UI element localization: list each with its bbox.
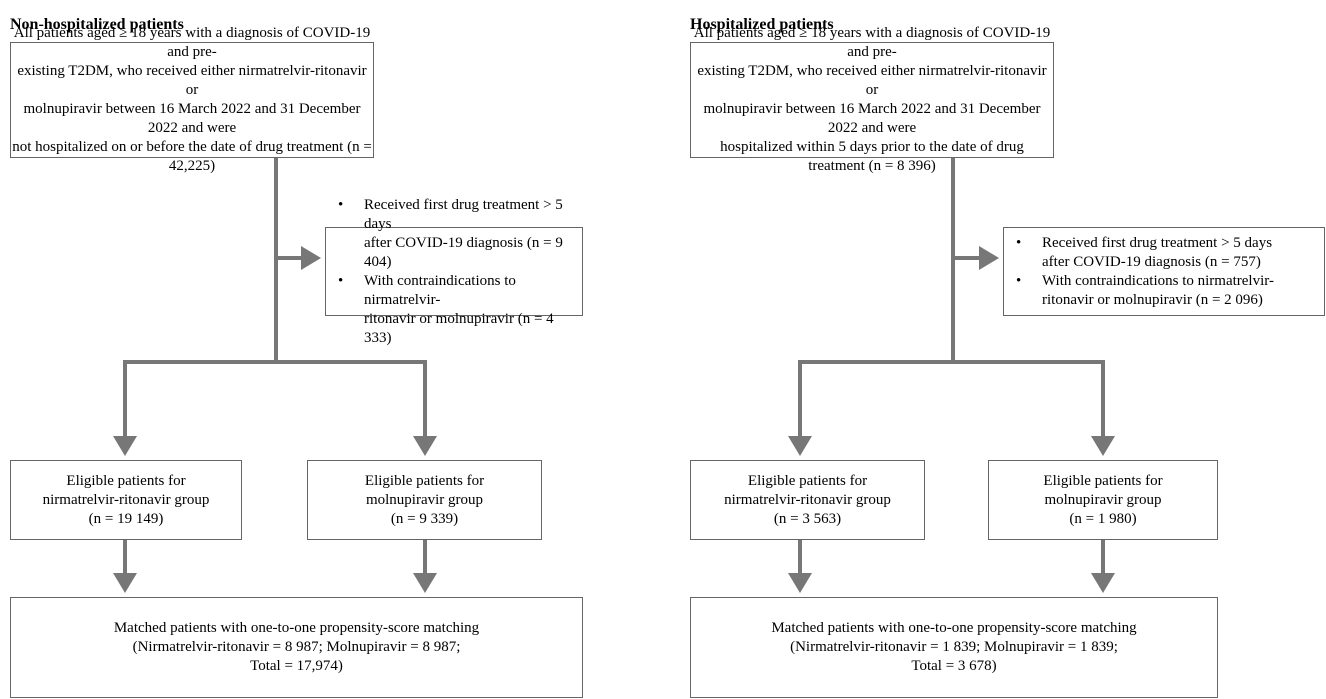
- panel-title: Non-hospitalized patients: [10, 16, 184, 33]
- text-line: All patients aged ≥ 18 years with a diag…: [693, 25, 1051, 60]
- group-box: Eligible patients for nirmatrelvir-ritona…: [690, 460, 925, 540]
- text-line: after COVID-19 diagnosis (n = 757): [1042, 253, 1261, 270]
- text-line: after COVID-19 diagnosis (n = 9 404): [364, 234, 563, 270]
- text-line: Total = 17,974): [250, 658, 343, 674]
- group-box: Eligible patients for molnupiravir group (…: [988, 460, 1218, 540]
- text-line: Eligible patients for: [747, 472, 868, 489]
- exclusion-item: Received first drug treatment > 5 days af…: [1016, 234, 1272, 272]
- text-line: not hospitalized on or before the date o…: [12, 139, 372, 174]
- exclusion-item: With contraindications to nirmatrelvir-r…: [338, 272, 582, 348]
- text-line: Eligible patients for: [1043, 472, 1163, 489]
- text-line: Received first drug treatment > 5 days: [364, 196, 563, 232]
- text-line: molnupiravir between 16 March 2022 and 3…: [703, 101, 1041, 136]
- text-line: Matched patients with one-to-one propens…: [771, 620, 1137, 636]
- population-box: All patients aged ≥ 18 years with a diag…: [690, 25, 1054, 174]
- text-line: Total = 3 678): [911, 658, 997, 674]
- text-line: molnupiravir group: [365, 491, 484, 508]
- panel-title: Hospitalized patients: [690, 16, 834, 33]
- text-line: (n = 19 149): [88, 510, 164, 527]
- text-line: All patients aged ≥ 18 years with a diag…: [13, 25, 371, 60]
- text-line: nirmatrelvir-ritonavir group: [42, 491, 210, 508]
- text-line: existing T2DM, who received either nirma…: [17, 63, 367, 98]
- exclusion-item: With contraindications to nirmatrelvir-r…: [1016, 272, 1274, 310]
- exclusion-box: Received first drug treatment > 5 daysaf…: [325, 196, 583, 346]
- text-line: Received first drug treatment > 5 days: [1042, 234, 1273, 251]
- text-line: hospitalized within 5 days prior to the …: [720, 139, 1024, 174]
- text-line: molnupiravir between 16 March 2022 and 3…: [23, 101, 361, 136]
- text-line: (n = 1 980): [1069, 510, 1137, 527]
- text-line: Eligible patients for: [364, 472, 485, 489]
- text-line: Eligible patients for: [66, 472, 186, 489]
- text-line: With contraindications to nirmatrelvir-: [364, 272, 516, 308]
- text-line: nirmatrelvir-ritonavir group: [724, 491, 891, 508]
- text-line: (Nirmatrelvir-ritonavir = 8 987; Molnupi…: [132, 639, 461, 655]
- group-box: Eligible patients for nirmatrelvir-ritona…: [10, 460, 242, 540]
- exclusion-box: Received first drug treatment > 5 days af…: [1003, 227, 1325, 316]
- group-box: Eligible patients for molnupiravir group (…: [307, 460, 542, 540]
- matched-box: Matched patients with one-to-one propens…: [690, 597, 1218, 698]
- population-box: All patients aged ≥ 18 years with a diag…: [10, 25, 374, 174]
- text-line: (Nirmatrelvir-ritonavir = 1 839; Molnupi…: [790, 639, 1118, 655]
- text-line: With contraindications to nirmatrelvir-: [1042, 272, 1274, 289]
- text-line: (n = 9 339): [390, 510, 459, 527]
- text-line: ritonavir or molnupiravir (n = 2 096): [1042, 291, 1263, 308]
- exclusion-item: Received first drug treatment > 5 daysaf…: [338, 196, 582, 272]
- text-line: existing T2DM, who received either nirma…: [697, 63, 1047, 98]
- matched-box: Matched patients with one-to-one propens…: [10, 597, 583, 698]
- text-line: (n = 3 563): [773, 510, 842, 527]
- text-line: ritonavir or molnupiravir (n = 4 333): [364, 310, 554, 346]
- text-line: molnupiravir group: [1044, 491, 1162, 508]
- text-line: Matched patients with one-to-one propens…: [113, 620, 480, 636]
